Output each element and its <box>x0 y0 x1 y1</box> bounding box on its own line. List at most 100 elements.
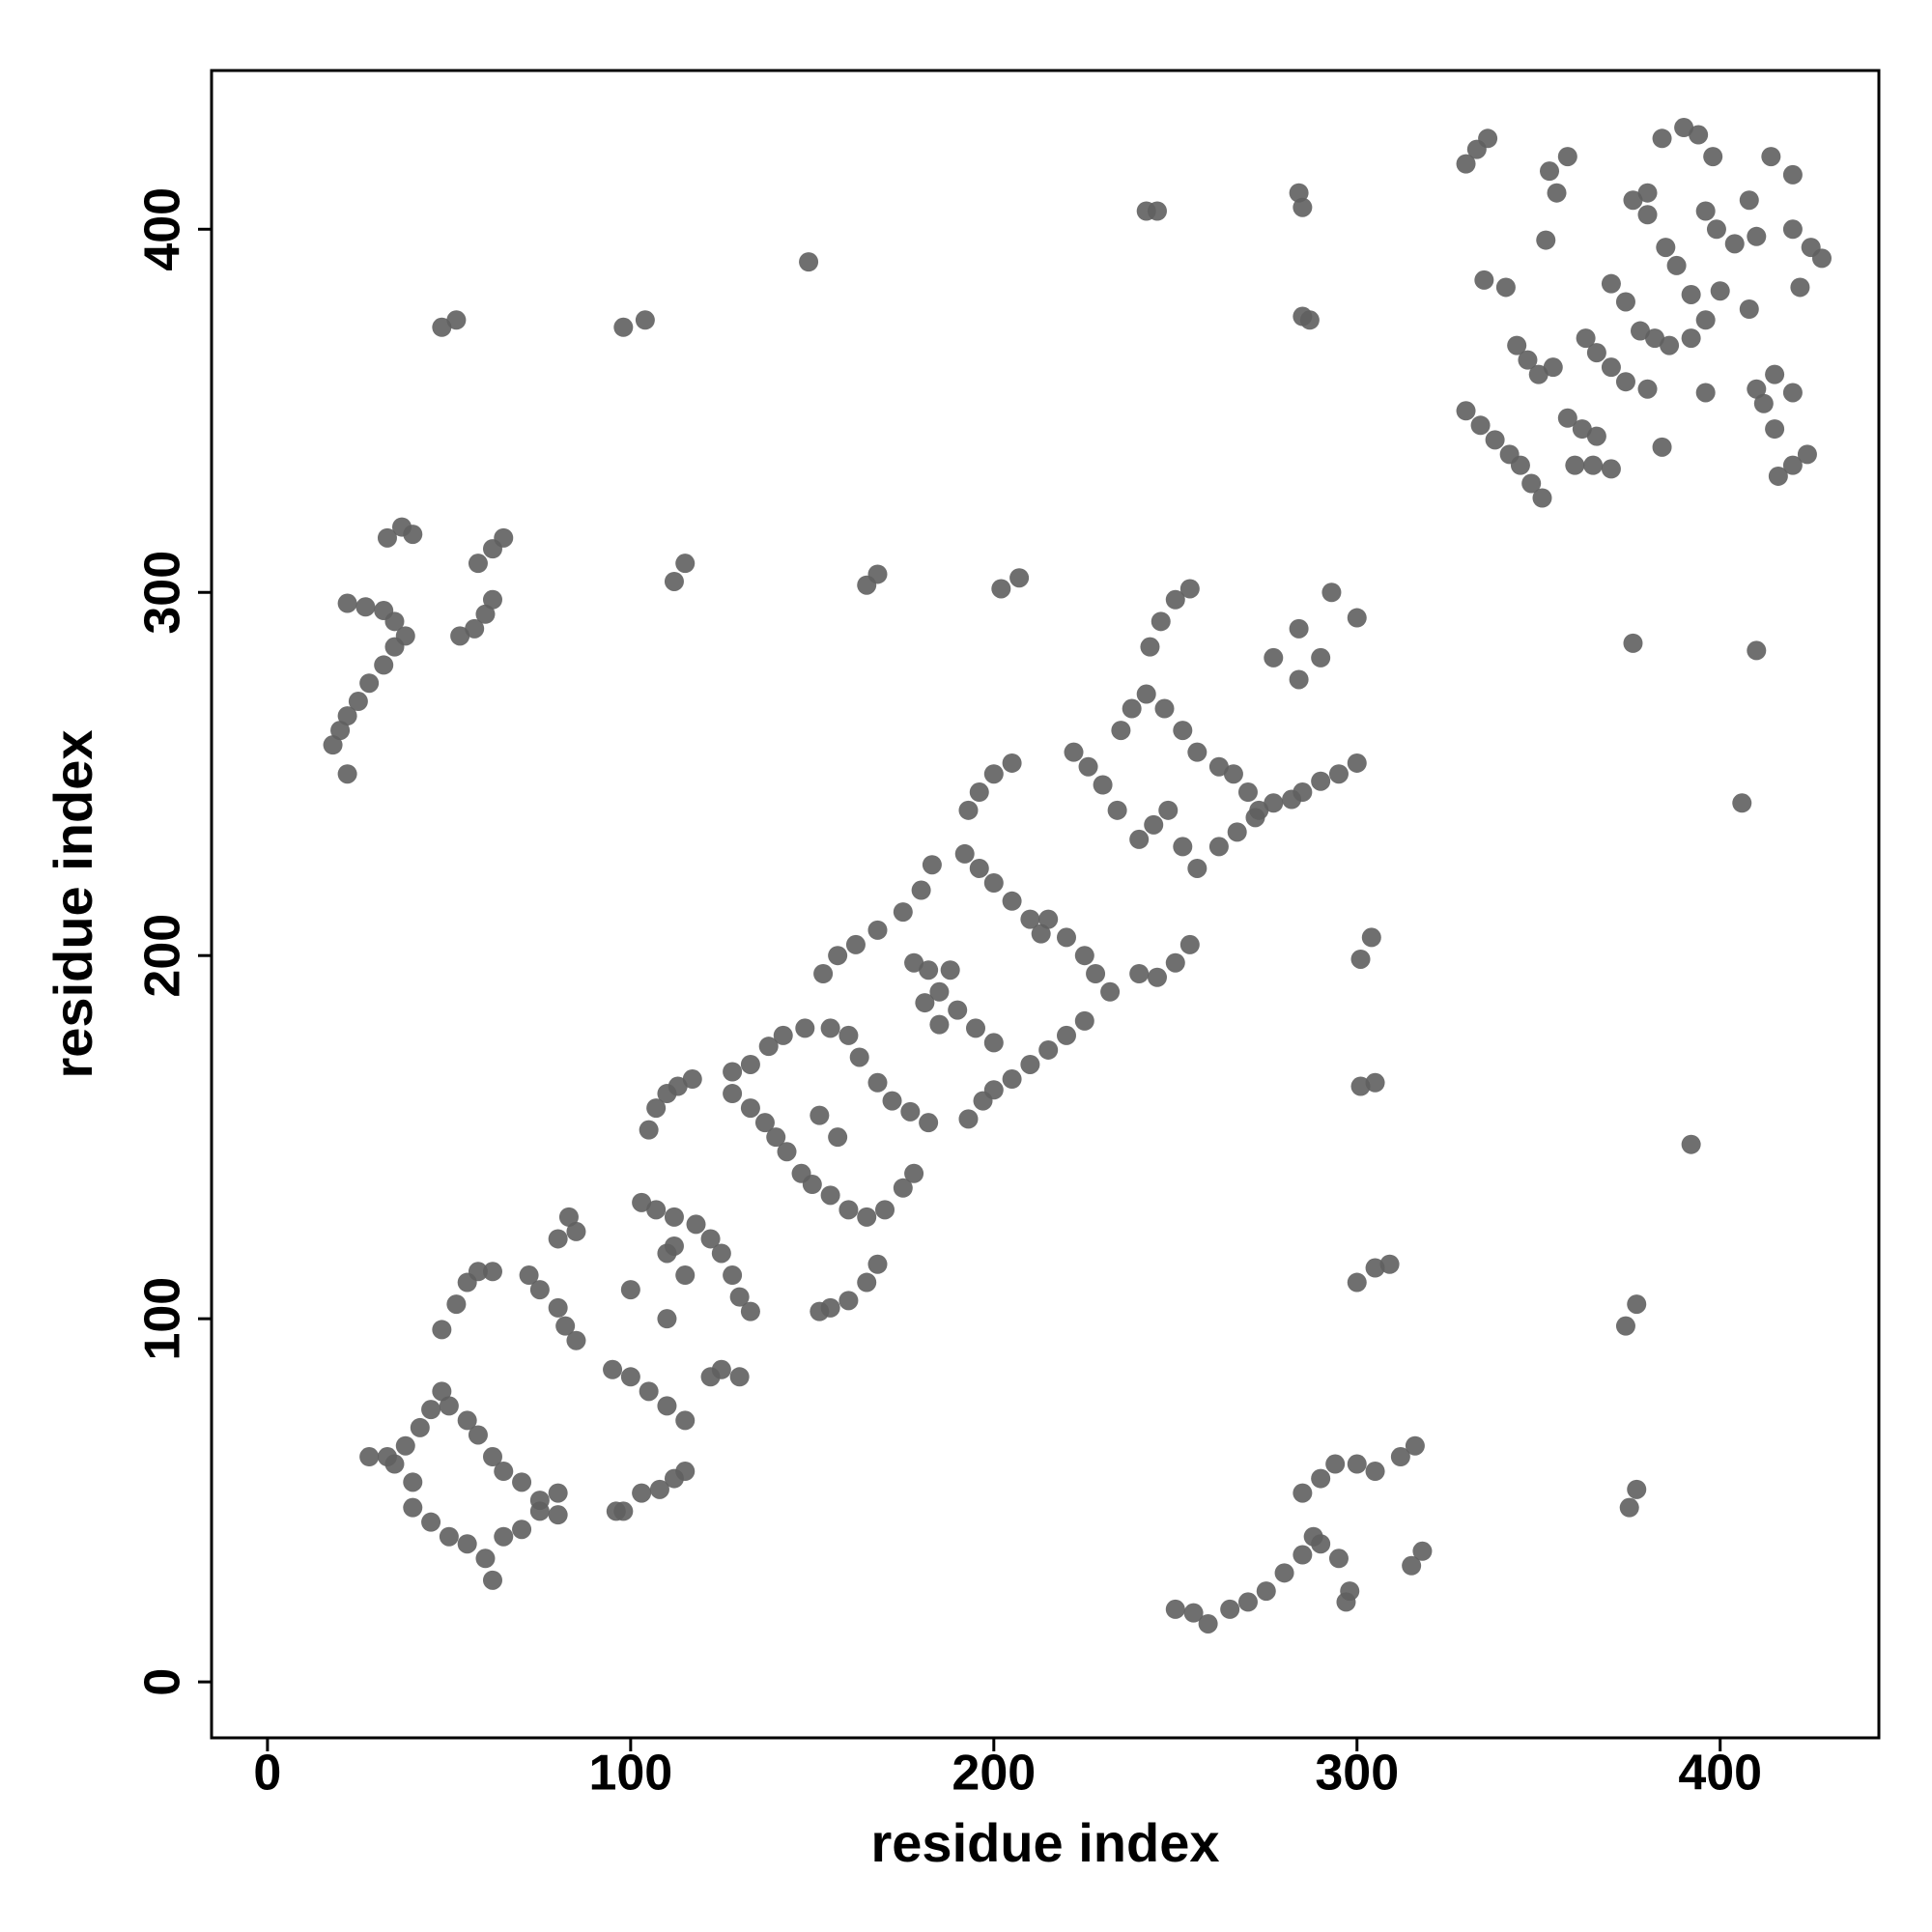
point <box>1031 923 1051 944</box>
point <box>1630 321 1650 341</box>
point <box>1002 891 1022 911</box>
point <box>439 1526 459 1547</box>
point <box>1328 764 1349 784</box>
point <box>729 1287 750 1307</box>
point <box>1183 1603 1204 1623</box>
point <box>1002 753 1022 773</box>
point <box>1111 721 1131 741</box>
point <box>1325 1454 1346 1474</box>
point <box>969 858 989 878</box>
point <box>403 525 423 545</box>
point <box>740 1054 760 1074</box>
point <box>1474 270 1494 290</box>
point <box>1615 372 1635 392</box>
point <box>954 843 975 864</box>
point <box>1782 383 1803 403</box>
point <box>1747 379 1767 399</box>
point <box>1790 277 1810 298</box>
point <box>1289 618 1309 639</box>
point <box>482 1447 502 1467</box>
point <box>1056 927 1076 948</box>
point <box>1507 335 1527 355</box>
point <box>548 1297 568 1318</box>
point <box>1601 357 1621 378</box>
point <box>403 1472 423 1492</box>
point <box>482 1570 502 1590</box>
point <box>1165 589 1185 610</box>
y-tick-label: 200 <box>135 914 191 998</box>
point <box>1293 1545 1313 1565</box>
point <box>838 1200 859 1220</box>
point <box>1350 949 1371 969</box>
point <box>911 880 931 900</box>
point <box>1660 335 1680 355</box>
point <box>1237 1592 1258 1612</box>
point <box>1811 248 1832 269</box>
point <box>867 564 888 584</box>
point <box>457 1534 477 1554</box>
point <box>1747 640 1767 661</box>
point <box>1681 1134 1701 1154</box>
point <box>1510 455 1530 475</box>
point <box>1656 238 1676 258</box>
point <box>1703 147 1723 167</box>
point <box>1586 426 1606 446</box>
point <box>1637 205 1658 225</box>
point <box>529 1280 550 1300</box>
point <box>403 1497 423 1518</box>
point <box>1518 350 1538 370</box>
point <box>867 920 888 940</box>
point <box>1674 118 1694 138</box>
point <box>1154 698 1175 719</box>
point <box>620 1280 640 1300</box>
point <box>566 1330 586 1350</box>
point <box>711 1359 731 1379</box>
point <box>828 1127 848 1148</box>
point <box>1227 822 1247 842</box>
point <box>983 764 1004 784</box>
point <box>1264 647 1284 668</box>
point <box>475 1548 496 1569</box>
point <box>1293 197 1313 217</box>
point <box>1237 782 1258 803</box>
point <box>915 993 935 1013</box>
point <box>1782 455 1803 475</box>
point <box>1336 1592 1356 1612</box>
point <box>723 1062 743 1082</box>
point <box>1495 277 1516 298</box>
point <box>1074 946 1094 966</box>
point <box>1311 647 1331 668</box>
point <box>1274 1563 1294 1583</box>
x-tick-label: 0 <box>253 1746 281 1802</box>
point <box>1478 128 1498 149</box>
point <box>1681 284 1701 304</box>
point <box>1086 963 1106 983</box>
point <box>867 1072 888 1093</box>
point <box>1706 219 1726 240</box>
point <box>766 1127 786 1148</box>
point <box>983 1033 1004 1053</box>
point <box>900 1101 921 1122</box>
point <box>740 1301 760 1321</box>
point <box>893 1178 913 1198</box>
point <box>1782 164 1803 185</box>
point <box>1572 419 1592 440</box>
point <box>1328 1548 1349 1569</box>
point <box>1256 1581 1276 1602</box>
point <box>620 1367 640 1387</box>
point <box>1405 1435 1425 1456</box>
point <box>632 1483 652 1503</box>
point <box>958 800 979 820</box>
point <box>1074 1010 1094 1031</box>
point <box>468 554 488 574</box>
point <box>799 252 819 272</box>
point <box>494 527 514 548</box>
point <box>1456 154 1476 174</box>
point <box>1583 455 1604 475</box>
point <box>1695 310 1716 330</box>
point <box>1147 201 1167 221</box>
point <box>1129 829 1150 849</box>
point <box>1303 1526 1323 1547</box>
x-axis-label: residue index <box>870 1812 1219 1873</box>
point <box>337 706 357 726</box>
